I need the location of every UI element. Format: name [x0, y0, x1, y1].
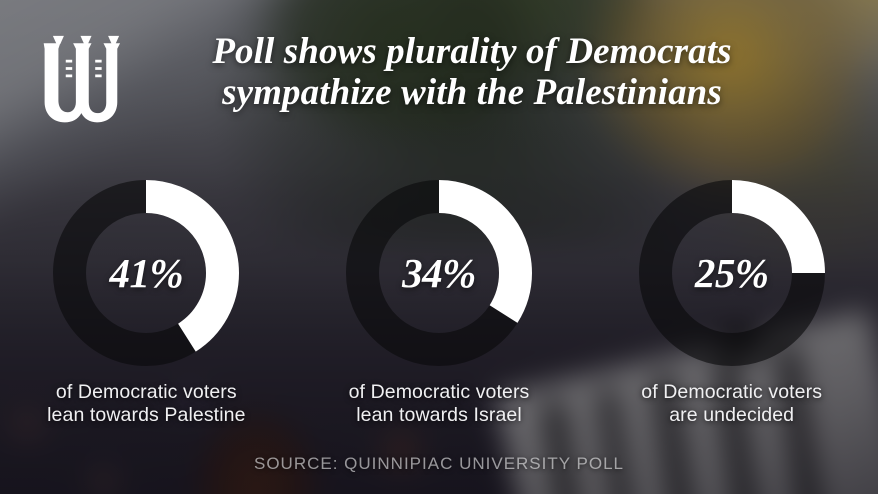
chart-column-palestine: 41% of Democratic voters lean towards Pa… [0, 180, 293, 426]
chart-caption-undecided: of Democratic voters are undecided [641, 381, 823, 426]
source-credit: SOURCE: QUINNIPIAC UNIVERSITY POLL [254, 454, 624, 473]
donut-percent-label: 41% [109, 250, 184, 296]
chart-caption-palestine: of Democratic voters lean towards Palest… [47, 381, 246, 426]
chart-column-israel: 34% of Democratic voters lean towards Is… [293, 180, 586, 426]
chart-column-undecided: 25% of Democratic voters are undecided [585, 180, 878, 426]
donut-value-arc [53, 180, 240, 366]
washington-times-w-logo-icon [40, 32, 132, 128]
donut-chart-row: 41% of Democratic voters lean towards Pa… [0, 180, 878, 426]
donut-chart-israel: 34% [346, 180, 532, 366]
donut-chart-undecided: 25% [638, 180, 825, 366]
donut-chart-palestine: 41% [53, 180, 240, 366]
donut-percent-label: 25% [694, 250, 769, 296]
donut-percent-label: 34% [402, 250, 476, 296]
header: Poll shows plurality of Democrats sympat… [0, 18, 878, 128]
page-title: Poll shows plurality of Democrats sympat… [212, 31, 732, 113]
donut-value-arc [346, 180, 532, 366]
chart-caption-israel: of Democratic voters lean towards Israel [348, 381, 530, 426]
